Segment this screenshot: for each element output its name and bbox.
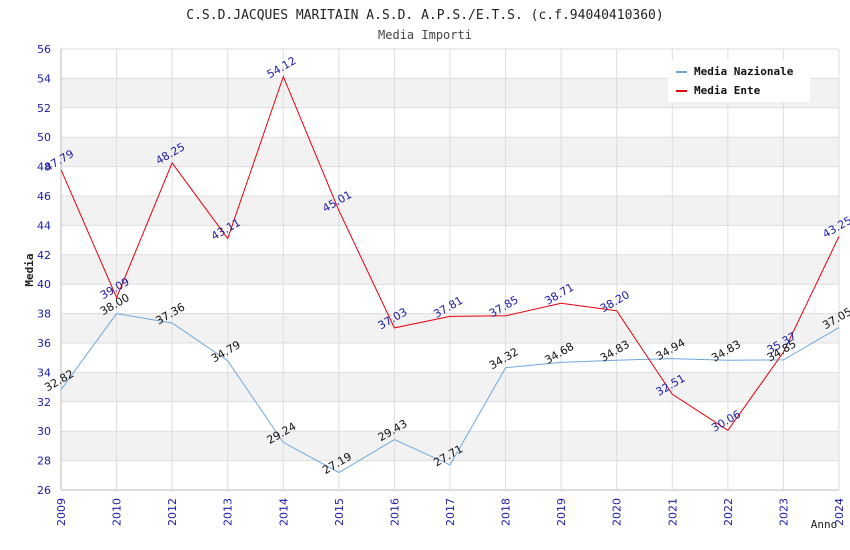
y-tick-label: 48 xyxy=(37,161,51,174)
y-tick-label: 38 xyxy=(37,308,51,321)
y-tick-label: 52 xyxy=(37,102,51,115)
x-tick-label: 2015 xyxy=(333,498,346,526)
y-tick-label: 28 xyxy=(37,455,51,468)
y-tick-label: 26 xyxy=(37,484,51,497)
chart-title: C.S.D.JACQUES MARITAIN A.S.D. A.P.S./E.T… xyxy=(186,8,663,23)
y-tick-label: 46 xyxy=(37,190,51,203)
y-axis-title: Media xyxy=(23,253,36,286)
y-tick-label: 32 xyxy=(37,396,51,409)
legend-label: Media Ente xyxy=(694,84,761,97)
x-tick-label: 2017 xyxy=(444,498,457,526)
x-tick-label: 2022 xyxy=(722,498,735,526)
y-tick-label: 36 xyxy=(37,337,51,350)
x-tick-label: 2010 xyxy=(111,498,124,526)
y-tick-label: 44 xyxy=(37,219,51,232)
y-tick-label: 42 xyxy=(37,249,51,262)
x-tick-label: 2012 xyxy=(166,498,179,526)
y-tick-label: 34 xyxy=(37,366,51,379)
legend-box xyxy=(668,60,810,102)
y-tick-label: 40 xyxy=(37,278,51,291)
x-axis-title: Anno xyxy=(811,518,838,531)
series-line-media-ente xyxy=(60,75,840,431)
x-tick-label: 2023 xyxy=(777,498,790,526)
x-axis: 2009 2010 2012 2013 2014 2015 2016 2017 2018 2019… xyxy=(55,498,846,526)
y-tick-label: 56 xyxy=(37,43,51,56)
x-tick-label: 2009 xyxy=(55,498,68,526)
legend-label: Media Nazionale xyxy=(694,65,794,78)
chart-subtitle: Media Importi xyxy=(378,28,472,42)
series-group xyxy=(60,75,840,474)
y-axis: 26 28 30 32 34 36 38 40 42 44 46 48 50 52 54 56 xyxy=(37,43,51,497)
gridlines xyxy=(60,48,840,491)
legend: Media Nazionale Media Ente xyxy=(668,60,810,102)
x-tick-label: 2020 xyxy=(611,498,624,526)
x-tick-label: 2016 xyxy=(388,498,401,526)
x-tick-label: 2021 xyxy=(666,498,679,526)
x-tick-label: 2018 xyxy=(500,498,513,526)
y-tick-label: 30 xyxy=(37,425,51,438)
x-tick-label: 2014 xyxy=(277,498,290,526)
x-tick-label: 2013 xyxy=(222,498,235,526)
y-tick-label: 50 xyxy=(37,131,51,144)
x-tick-label: 2024 xyxy=(833,498,846,526)
x-tick-label: 2019 xyxy=(555,498,568,526)
series-line-media-nazionale xyxy=(60,313,840,474)
y-tick-label: 54 xyxy=(37,72,51,85)
